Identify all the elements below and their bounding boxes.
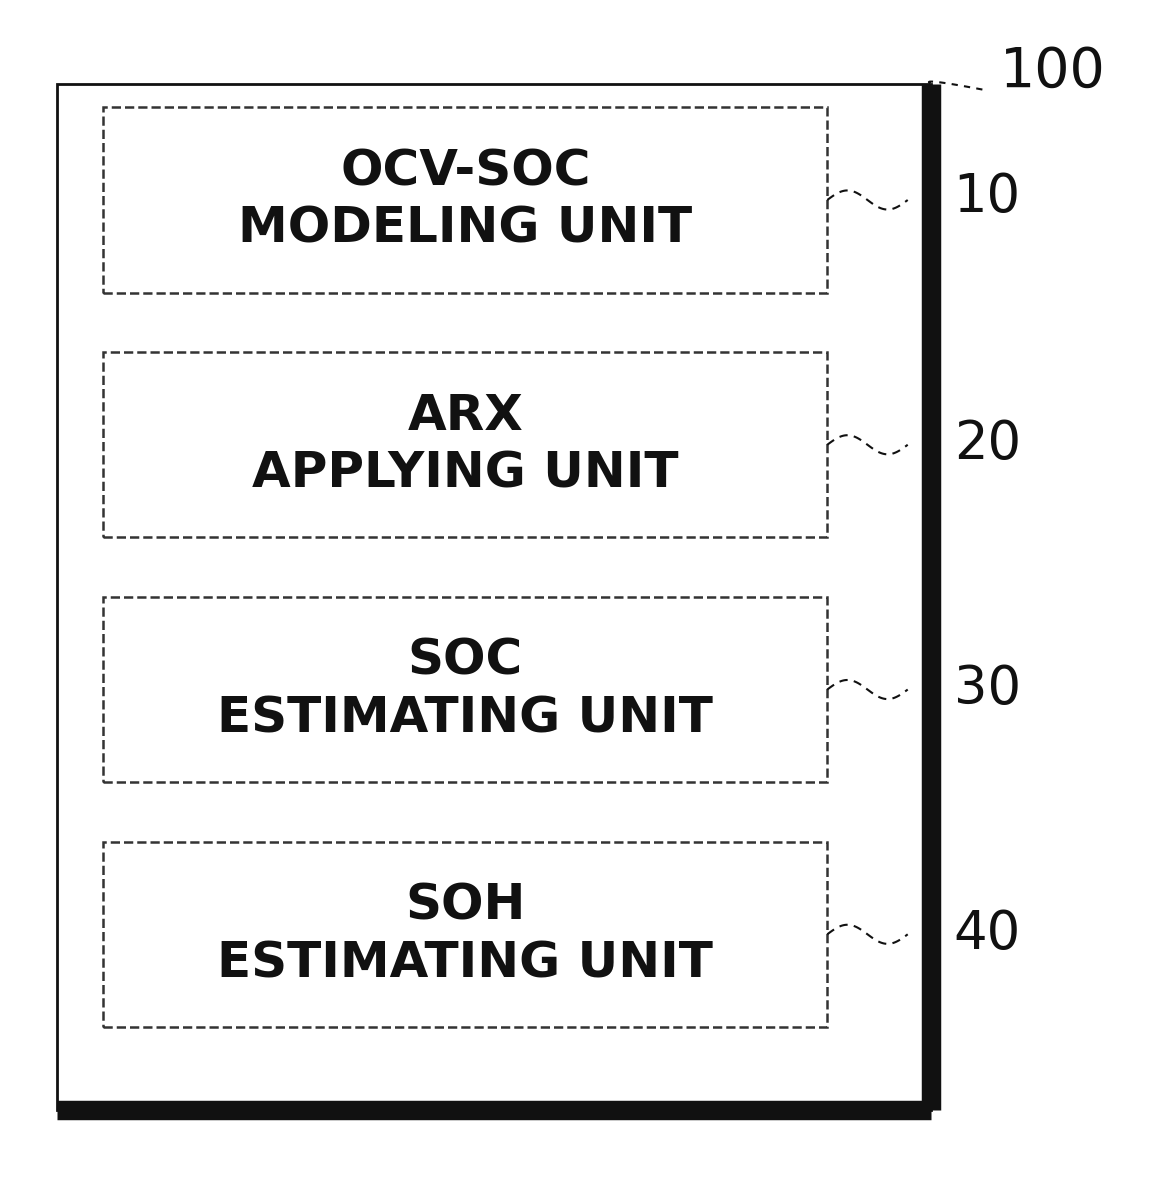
Bar (57, 84, 931, 1110)
Text: 20: 20 (954, 418, 1020, 470)
Text: OCV-SOC
MODELING UNIT: OCV-SOC MODELING UNIT (238, 147, 693, 253)
Text: 40: 40 (954, 907, 1021, 960)
Text: SOC
ESTIMATING UNIT: SOC ESTIMATING UNIT (217, 636, 714, 743)
Text: 100: 100 (1000, 44, 1105, 99)
Bar (103, 597, 827, 782)
Bar (103, 352, 827, 537)
Text: ARX
APPLYING UNIT: ARX APPLYING UNIT (252, 392, 679, 498)
Bar (103, 842, 827, 1027)
Bar (103, 107, 827, 293)
Text: 30: 30 (954, 663, 1020, 715)
Text: SOH
ESTIMATING UNIT: SOH ESTIMATING UNIT (217, 881, 714, 987)
Text: 10: 10 (954, 171, 1020, 223)
